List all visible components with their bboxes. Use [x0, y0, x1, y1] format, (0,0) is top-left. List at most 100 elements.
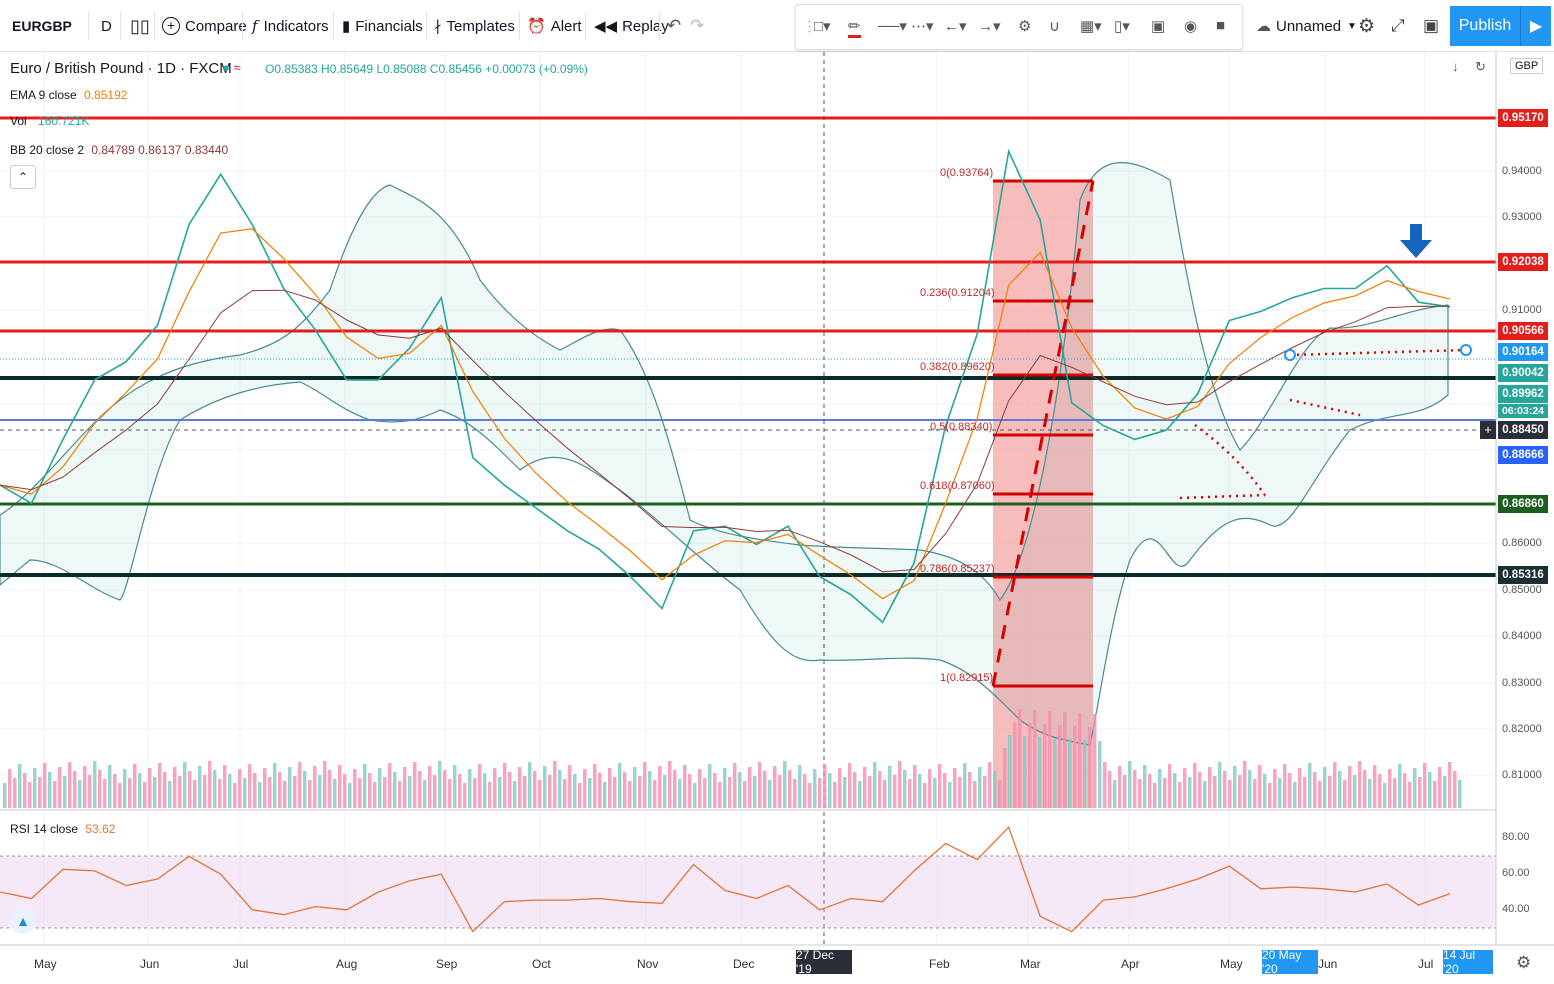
price-chart[interactable] — [0, 52, 1554, 984]
candles-icon[interactable]: ▯▯ — [130, 15, 150, 36]
volume-bar — [48, 772, 52, 808]
collapse-legend-button[interactable]: ⌃ — [10, 165, 36, 189]
eye-icon[interactable]: ◉ — [1184, 18, 1198, 35]
fib-trend-line[interactable] — [991, 180, 1095, 687]
volume-bar — [673, 770, 677, 808]
volume-bar — [678, 779, 682, 808]
volume-bar — [1048, 711, 1052, 808]
drag-handle-icon[interactable]: ⋮ — [802, 18, 817, 35]
volume-bar — [423, 780, 427, 808]
volume-bar — [103, 779, 107, 808]
settings-gear-icon[interactable]: ⚙ — [1358, 15, 1376, 37]
volume-bar — [188, 771, 192, 808]
rsi-legend[interactable]: RSI 14 close 53.62 — [10, 822, 115, 836]
interval-button[interactable]: D — [101, 17, 112, 35]
volume-bar — [338, 765, 342, 808]
volume-bar — [543, 766, 547, 808]
trash-icon[interactable]: ■ — [1216, 17, 1226, 34]
volume-bar — [1173, 773, 1177, 808]
ema-legend[interactable]: EMA 9 close 0.85192 — [10, 88, 127, 102]
divider — [242, 12, 243, 40]
volume-bar — [883, 780, 887, 808]
anchor-point[interactable] — [1284, 349, 1296, 361]
lock-icon[interactable]: ▣ — [1151, 18, 1166, 35]
volume-bar — [1318, 781, 1322, 808]
rectangle-select-icon[interactable]: □▾ — [814, 18, 831, 35]
copy-icon[interactable]: ▯▾ — [1114, 18, 1130, 35]
volume-bar — [893, 775, 897, 808]
bb-legend[interactable]: BB 20 close 2 0.84789 0.86137 0.83440 — [10, 143, 228, 157]
refresh-icon[interactable]: ↻ — [1475, 59, 1486, 74]
month-label: Oct — [532, 957, 551, 971]
layout-name-button[interactable]: ☁ Unnamed ▼ — [1256, 10, 1357, 42]
volume-bar — [1413, 768, 1417, 808]
rsi-value: 53.62 — [85, 822, 116, 836]
volume-bar — [638, 776, 642, 808]
volume-bar — [658, 766, 662, 808]
volume-bar — [718, 782, 722, 808]
volume-bar — [868, 776, 872, 808]
volume-bar — [318, 775, 322, 808]
alert-button[interactable]: ⏰ Alert — [527, 10, 582, 42]
vol-legend[interactable]: Vol 160.721K — [10, 114, 89, 128]
price-tag-086860: 0.86860 — [1498, 495, 1548, 513]
tradingview-logo-icon[interactable]: ▲ — [10, 908, 36, 934]
volume-bar — [793, 779, 797, 808]
month-label: Jul — [1418, 957, 1434, 971]
redo-icon[interactable]: ↷ — [690, 16, 705, 35]
vol-value: 160.721K — [38, 114, 90, 128]
volume-bar — [633, 767, 637, 808]
arrow-down-scale-icon[interactable]: ↓ — [1452, 59, 1459, 74]
volume-bar — [228, 774, 232, 808]
volume-bar — [1363, 770, 1367, 808]
volume-bar — [323, 761, 327, 808]
templates-button[interactable]: ∤ Templates — [434, 10, 515, 42]
volume-bar — [1378, 774, 1382, 808]
month-label: Aug — [336, 957, 358, 971]
currency-label[interactable]: GBP — [1510, 58, 1544, 74]
volume-bar — [888, 766, 892, 808]
volume-bar — [828, 773, 832, 808]
publish-button[interactable]: Publish — [1450, 6, 1520, 46]
anchor-point[interactable] — [1460, 344, 1472, 356]
arrow-down-icon[interactable] — [1400, 224, 1432, 258]
volume-bar — [758, 762, 762, 808]
volume-bar — [173, 767, 177, 808]
plus-icon[interactable]: + — [1480, 421, 1496, 439]
volume-bar — [1383, 783, 1387, 808]
volume-bar — [1088, 727, 1092, 808]
volume-bar — [123, 769, 127, 808]
ema-value: 0.85192 — [84, 88, 128, 102]
line-start-icon[interactable]: ←▾ — [944, 18, 967, 35]
volume-bar — [293, 776, 297, 808]
line-end-icon[interactable]: →▾ — [978, 18, 1001, 35]
camera-icon[interactable]: ▣ — [1423, 16, 1440, 35]
line-dotted-icon[interactable]: ⋯▾ — [911, 18, 934, 35]
month-label: Mar — [1020, 957, 1041, 971]
indicators-button[interactable]: f Indicators — [252, 10, 329, 42]
fullscreen-icon[interactable]: ⤢ — [1391, 16, 1405, 35]
gear-icon[interactable]: ⚙ — [1018, 18, 1032, 35]
volume-bar — [118, 783, 122, 808]
undo-icon[interactable]: ↶ — [667, 16, 682, 35]
symbol-search[interactable]: EURGBP — [12, 18, 72, 34]
volume-bar — [813, 769, 817, 808]
line-style-icon[interactable]: ──▾ — [878, 18, 907, 35]
financials-button[interactable]: ▮ Financials — [342, 10, 423, 42]
gear-icon[interactable]: ⚙ — [1516, 953, 1532, 972]
replay-button[interactable]: ◀◀ Replay — [594, 10, 669, 42]
month-label: Dec — [733, 957, 755, 971]
volume-bar — [803, 774, 807, 808]
brush-icon[interactable]: ✏ — [848, 17, 861, 38]
volume-bar — [1403, 773, 1407, 808]
magnet-icon[interactable]: ∪ — [1049, 18, 1060, 35]
volume-bar — [1168, 764, 1172, 808]
volume-bar — [1203, 781, 1207, 808]
volume-bar — [288, 767, 292, 808]
play-circle-icon[interactable]: ▶ — [1520, 6, 1551, 46]
volume-bar — [458, 774, 462, 808]
volume-bar — [208, 761, 212, 808]
compare-label: Compare — [185, 17, 247, 35]
compare-button[interactable]: + Compare — [162, 10, 247, 42]
layers-icon[interactable]: ▦▾ — [1080, 18, 1102, 35]
